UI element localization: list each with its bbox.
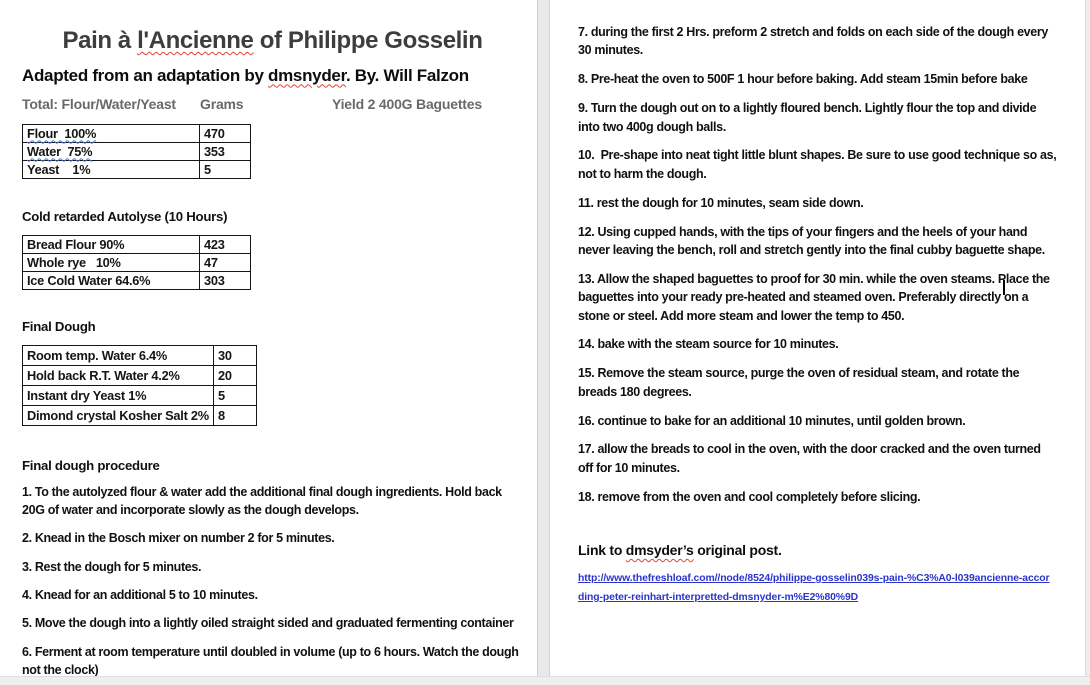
ingredient-cell: Yeast 1% [22, 159, 200, 179]
ingredient-cell: Flour 100% [22, 123, 200, 143]
grams-cell: 423 [199, 234, 251, 254]
totals-label: Total: Flour/Water/Yeast [22, 95, 176, 112]
table-row: Dimond crystal Kosher Salt 2% 8 [22, 404, 257, 426]
procedure-step: 8. Pre-heat the oven to 500F 1 hour befo… [578, 72, 1028, 87]
grams-cell: 47 [199, 252, 251, 272]
grams-cell: 470 [199, 123, 251, 143]
ingredient-cell: Instant dry Yeast 1% [22, 384, 214, 406]
procedure-heading: Final dough procedure [22, 457, 160, 473]
procedure-step: 18. remove from the oven and cool comple… [578, 489, 921, 504]
table-row: Whole rye 10% 47 [22, 252, 251, 272]
procedure-step: 12. Using cupped hands, with the tips of… [578, 224, 1045, 257]
ingredient-label: Instant dry Yeast 1% [27, 387, 147, 403]
ingredient-cell: Water 75% [22, 141, 200, 161]
procedure-step: 16. continue to bake for an additional 1… [578, 413, 966, 428]
table-row: Water 75% 353 [22, 141, 251, 161]
procedure-step: 14. bake with the steam source for 10 mi… [578, 337, 839, 352]
procedure-step: 4. Knead for an additional 5 to 10 minut… [22, 588, 258, 603]
yield-label: Yield 2 400G Baguettes [332, 95, 482, 112]
link-heading-misspelled-word: dmsyder’s [625, 542, 694, 558]
grams-label: Grams [200, 95, 244, 112]
page-1: Pain à l'Ancienne of Philippe Gosselin A… [0, 0, 537, 685]
bottom-edge-strip [0, 676, 1090, 685]
ingredient-label: Ice Cold Water 64.6% [27, 272, 151, 288]
ingredient-cell: Dimond crystal Kosher Salt 2% [22, 404, 214, 426]
grams-cell: 5 [213, 384, 257, 406]
byline-misspelled-word: dmsnyder [268, 65, 346, 85]
procedure-step: 15. Remove the steam source, purge the o… [578, 366, 1023, 399]
table-row: Instant dry Yeast 1% 5 [22, 384, 257, 406]
ingredient-cell: Whole rye 10% [22, 252, 200, 272]
text-cursor [1003, 280, 1005, 295]
title-text: Pain à [62, 27, 138, 54]
byline-text: Adapted from an adaptation by [22, 65, 269, 85]
ingredient-label: Bread Flour 90% [27, 236, 125, 252]
grams-cell: 5 [199, 159, 251, 179]
ingredient-label: Dimond crystal Kosher Salt 2% [27, 407, 209, 423]
page-2: 7. during the first 2 Hrs. preform 2 str… [550, 0, 1085, 685]
title-misspelled-word: l'Ancienne [137, 27, 254, 54]
right-edge-strip [1085, 0, 1090, 685]
grams-cell: 20 [213, 364, 257, 386]
grams-cell: 30 [213, 344, 257, 366]
final-dough-table: Room temp. Water 6.4% 30 Hold back R.T. … [22, 344, 257, 426]
title-text: of Philippe Gosselin [253, 27, 483, 54]
doc-title: Pain à l'Ancienne of Philippe Gosselin [22, 27, 523, 55]
ingredient-cell: Ice Cold Water 64.6% [22, 270, 200, 290]
ingredient-label: Hold back R.T. Water 4.2% [27, 367, 180, 383]
grams-cell: 8 [213, 404, 257, 426]
table-row: Bread Flour 90% 423 [22, 234, 251, 254]
ingredient-label: Whole rye 10% [27, 254, 121, 270]
total-table: Flour 100% 470 Water 75% 353 Yeast 1% 5 [22, 123, 251, 179]
procedure-step: 7. during the first 2 Hrs. preform 2 str… [578, 25, 1052, 58]
ingredient-label: Room temp. Water 6.4% [27, 347, 168, 363]
ingredient-label: Flour 100% [27, 125, 97, 141]
ingredient-label: Water 75% [27, 143, 93, 159]
procedure-step: 11. rest the dough for 10 minutes, seam … [578, 195, 864, 210]
table-row: Flour 100% 470 [22, 123, 251, 143]
grams-cell: 353 [199, 141, 251, 161]
ingredient-label: Yeast 1% [27, 161, 91, 177]
byline: Adapted from an adaptation by dmsnyder. … [22, 66, 523, 86]
procedure-step: 1. To the autolyzed flour & water add th… [22, 484, 505, 517]
autolyse-table: Bread Flour 90% 423 Whole rye 10% 47 Ice… [22, 234, 251, 290]
link-heading-text: original post. [693, 542, 782, 558]
ingredient-cell: Room temp. Water 6.4% [22, 344, 214, 366]
table-row: Room temp. Water 6.4% 30 [22, 344, 257, 366]
byline-text: . By. Will Falzon [345, 65, 469, 85]
autolyse-heading: Cold retarded Autolyse (10 Hours) [22, 208, 228, 224]
original-post-link[interactable]: http://www.thefreshloaf.com//node/8524/p… [578, 573, 1050, 603]
link-heading: Link to dmsyder’s original post. [578, 542, 1057, 558]
procedure-step: 2. Knead in the Bosch mixer on number 2 … [22, 531, 335, 546]
procedure-step: 9. Turn the dough out on to a lightly fl… [578, 101, 1040, 134]
link-heading-text: Link to [578, 542, 626, 558]
table-row: Ice Cold Water 64.6% 303 [22, 270, 251, 290]
final-dough-heading: Final Dough [22, 318, 96, 334]
procedure-step: 13. Allow the shaped baguettes to proof … [578, 271, 1053, 323]
table-row: Hold back R.T. Water 4.2% 20 [22, 364, 257, 386]
table-row: Yeast 1% 5 [22, 159, 251, 179]
ingredient-cell: Hold back R.T. Water 4.2% [22, 364, 214, 386]
procedure-step: 5. Move the dough into a lightly oiled s… [22, 616, 514, 631]
procedure-step: 3. Rest the dough for 5 minutes. [22, 559, 202, 574]
procedure-step: 6. Ferment at room temperature until dou… [22, 644, 522, 678]
page-gap-divider [537, 0, 550, 685]
procedure-step: 10. Pre-shape into neat tight little blu… [578, 148, 1060, 181]
ingredient-cell: Bread Flour 90% [22, 234, 200, 254]
procedure-step: 17. allow the breads to cool in the oven… [578, 442, 1044, 475]
grams-cell: 303 [199, 270, 251, 290]
totals-line: Total: Flour/Water/Yeast Grams Yield 2 4… [22, 96, 523, 113]
